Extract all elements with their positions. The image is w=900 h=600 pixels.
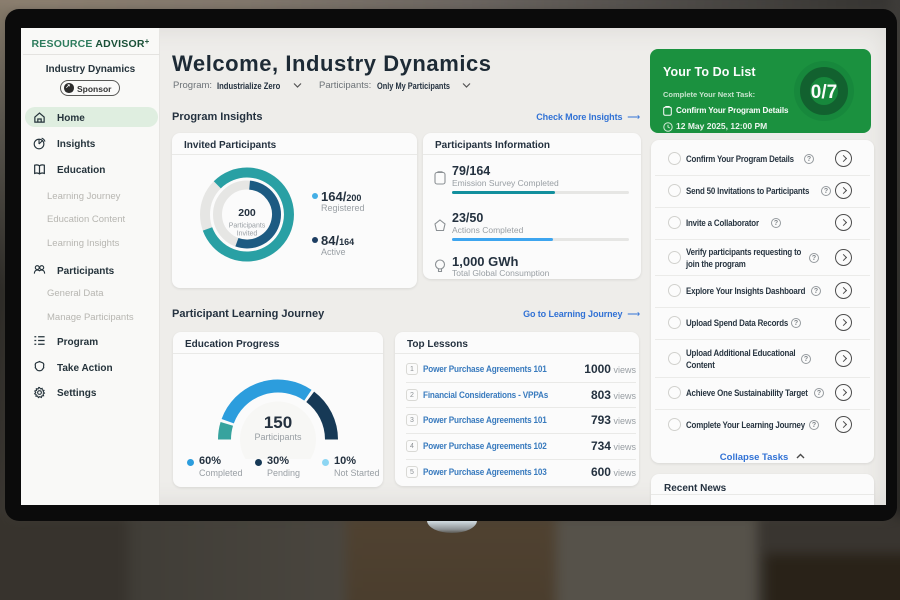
svg-text:Participants: Participants [229,223,266,230]
svg-text:150: 150 [264,413,292,432]
svg-text:Participants: Participants [254,432,302,442]
svg-text:0/7: 0/7 [811,82,837,103]
svg-text:200: 200 [238,207,256,219]
svg-text:Invited: Invited [237,231,258,238]
